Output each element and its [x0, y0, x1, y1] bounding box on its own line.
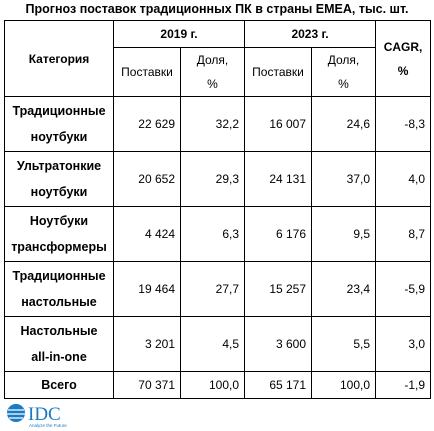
- value-cell: 6 176: [244, 206, 313, 262]
- value-cell: 32,2: [179, 96, 246, 152]
- value-cell: 65 171: [244, 371, 313, 399]
- value-cell: 15 257: [244, 261, 313, 317]
- value-cell: 23,4: [311, 261, 377, 317]
- value-cell: 4,5: [179, 316, 246, 372]
- subheader-cell: Поставки: [244, 47, 313, 97]
- header-cell: CAGR, %: [375, 20, 432, 97]
- value-cell: 19 464: [113, 261, 181, 317]
- value-cell: -8,3: [375, 96, 432, 152]
- category-cell: Традиционные настольные: [4, 261, 114, 317]
- subheader-cell: Поставки: [113, 47, 181, 97]
- title: Прогноз поставок традиционных ПК в стран…: [25, 2, 409, 16]
- header-cell: Категория: [4, 20, 114, 97]
- value-cell: 27,7: [179, 261, 246, 317]
- value-cell: 16 007: [244, 96, 313, 152]
- value-cell: 3 201: [113, 316, 181, 372]
- subheader-text: Доля, %: [196, 53, 229, 91]
- value-cell: 22 629: [113, 96, 181, 152]
- table-row: Настольные all-in-one 3 201 4,5 3 600 5,5 3,0: [4, 316, 432, 372]
- category-cell: Ультратонкие ноутбуки: [4, 151, 114, 207]
- value-cell: 8,7: [375, 206, 432, 262]
- subheader-text: Поставки: [121, 65, 173, 79]
- value-cell: 100,0: [179, 371, 246, 399]
- logo-lines: [7, 409, 25, 419]
- value-cell: -5,9: [375, 261, 432, 317]
- header-cell: 2023 г.: [244, 20, 377, 48]
- value-cell: 6,3: [179, 206, 246, 262]
- table-body: Категория 2019 г. 2023 г. CAGR, % Постав…: [4, 20, 432, 399]
- subheader-text: Поставки: [252, 65, 304, 79]
- logo-globe: [7, 404, 25, 422]
- value-cell: 70 371: [113, 371, 181, 399]
- table-row: Традиционные ноутбуки 22 629 32,2 16 007 24,…: [4, 96, 432, 152]
- value-cell: 24,6: [311, 96, 377, 152]
- value-cell: 3 600: [244, 316, 313, 372]
- value-cell: 4 424: [113, 206, 181, 262]
- table: Категория 2019 г. 2023 г. CAGR, % Постав…: [4, 20, 432, 399]
- table-row: Традиционные настольные 19 464 27,7 15 257 2…: [4, 261, 432, 317]
- value-cell: 5,5: [311, 316, 377, 372]
- category-cell: Ноутбуки трансформеры: [4, 206, 114, 262]
- logo-text: IDC: [28, 404, 61, 425]
- value-cell: 29,3: [179, 151, 246, 207]
- logo-tagline: Analyze the Future: [29, 423, 67, 428]
- table-row: Ультратонкие ноутбуки 20 652 29,3 24 131 37,…: [4, 151, 432, 207]
- value-cell: -1,9: [375, 371, 432, 399]
- category-cell: Всего: [4, 371, 114, 399]
- value-cell: 4,0: [375, 151, 432, 207]
- table-row: Ноутбуки трансформеры 4 424 6,3 6 176 9,5 8,7: [4, 206, 432, 262]
- table-row: Всего 70 371 100,0 65 171 100,0 -1,9: [4, 371, 432, 399]
- header-cell: 2019 г.: [112, 20, 246, 48]
- value-cell: 24 131: [244, 151, 313, 207]
- value-cell: 3,0: [375, 316, 432, 372]
- subheader-cell: Доля, %: [179, 47, 246, 97]
- subheader-text: Доля, %: [327, 53, 360, 91]
- category-cell: Традиционные ноутбуки: [4, 96, 114, 152]
- value-cell: 100,0: [311, 371, 377, 399]
- value-cell: 37,0: [311, 151, 377, 207]
- header-text: CAGR, %: [383, 39, 423, 78]
- category-cell: Настольные all-in-one: [4, 316, 114, 372]
- value-cell: 20 652: [113, 151, 181, 207]
- value-cell: 9,5: [311, 206, 377, 262]
- logo: IDC Analyze the Future: [7, 404, 67, 428]
- subheader-cell: Доля, %: [311, 47, 377, 97]
